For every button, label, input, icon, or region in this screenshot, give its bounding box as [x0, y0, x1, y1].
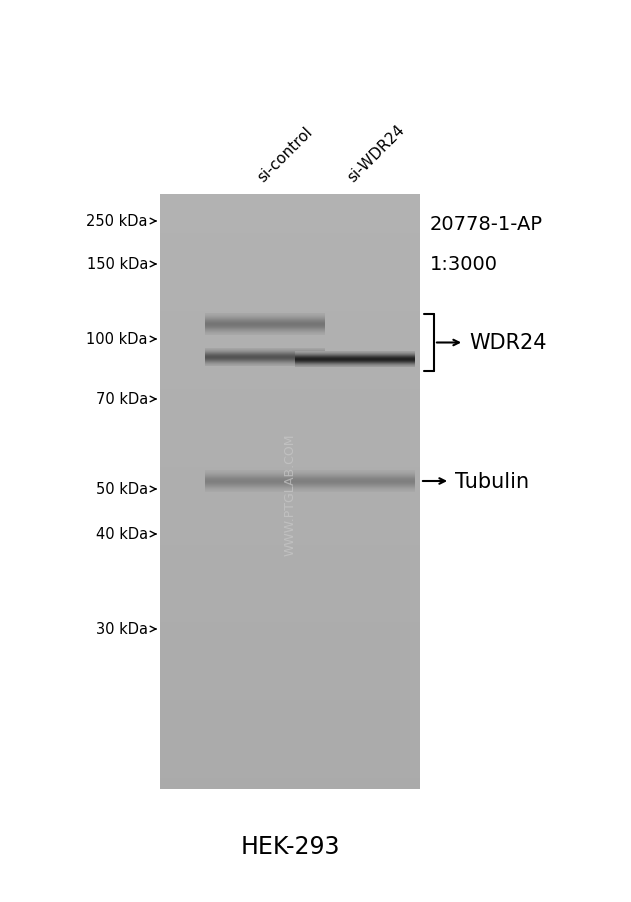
Text: Tubulin: Tubulin [455, 472, 529, 492]
Text: 40 kDa: 40 kDa [96, 527, 148, 542]
Text: si-WDR24: si-WDR24 [345, 122, 407, 185]
Text: 30 kDa: 30 kDa [96, 621, 148, 637]
Text: 100 kDa: 100 kDa [86, 332, 148, 347]
Text: HEK-293: HEK-293 [240, 834, 339, 858]
Text: 50 kDa: 50 kDa [96, 482, 148, 497]
Text: 150 kDa: 150 kDa [86, 257, 148, 272]
Text: WDR24: WDR24 [469, 333, 546, 353]
Text: 1:3000: 1:3000 [430, 254, 498, 273]
Text: si-control: si-control [254, 124, 315, 185]
Text: WWW.PTGLAB.COM: WWW.PTGLAB.COM [283, 433, 297, 556]
Text: 20778-1-AP: 20778-1-AP [430, 215, 543, 234]
Text: 70 kDa: 70 kDa [96, 392, 148, 407]
Text: 250 kDa: 250 kDa [86, 215, 148, 229]
